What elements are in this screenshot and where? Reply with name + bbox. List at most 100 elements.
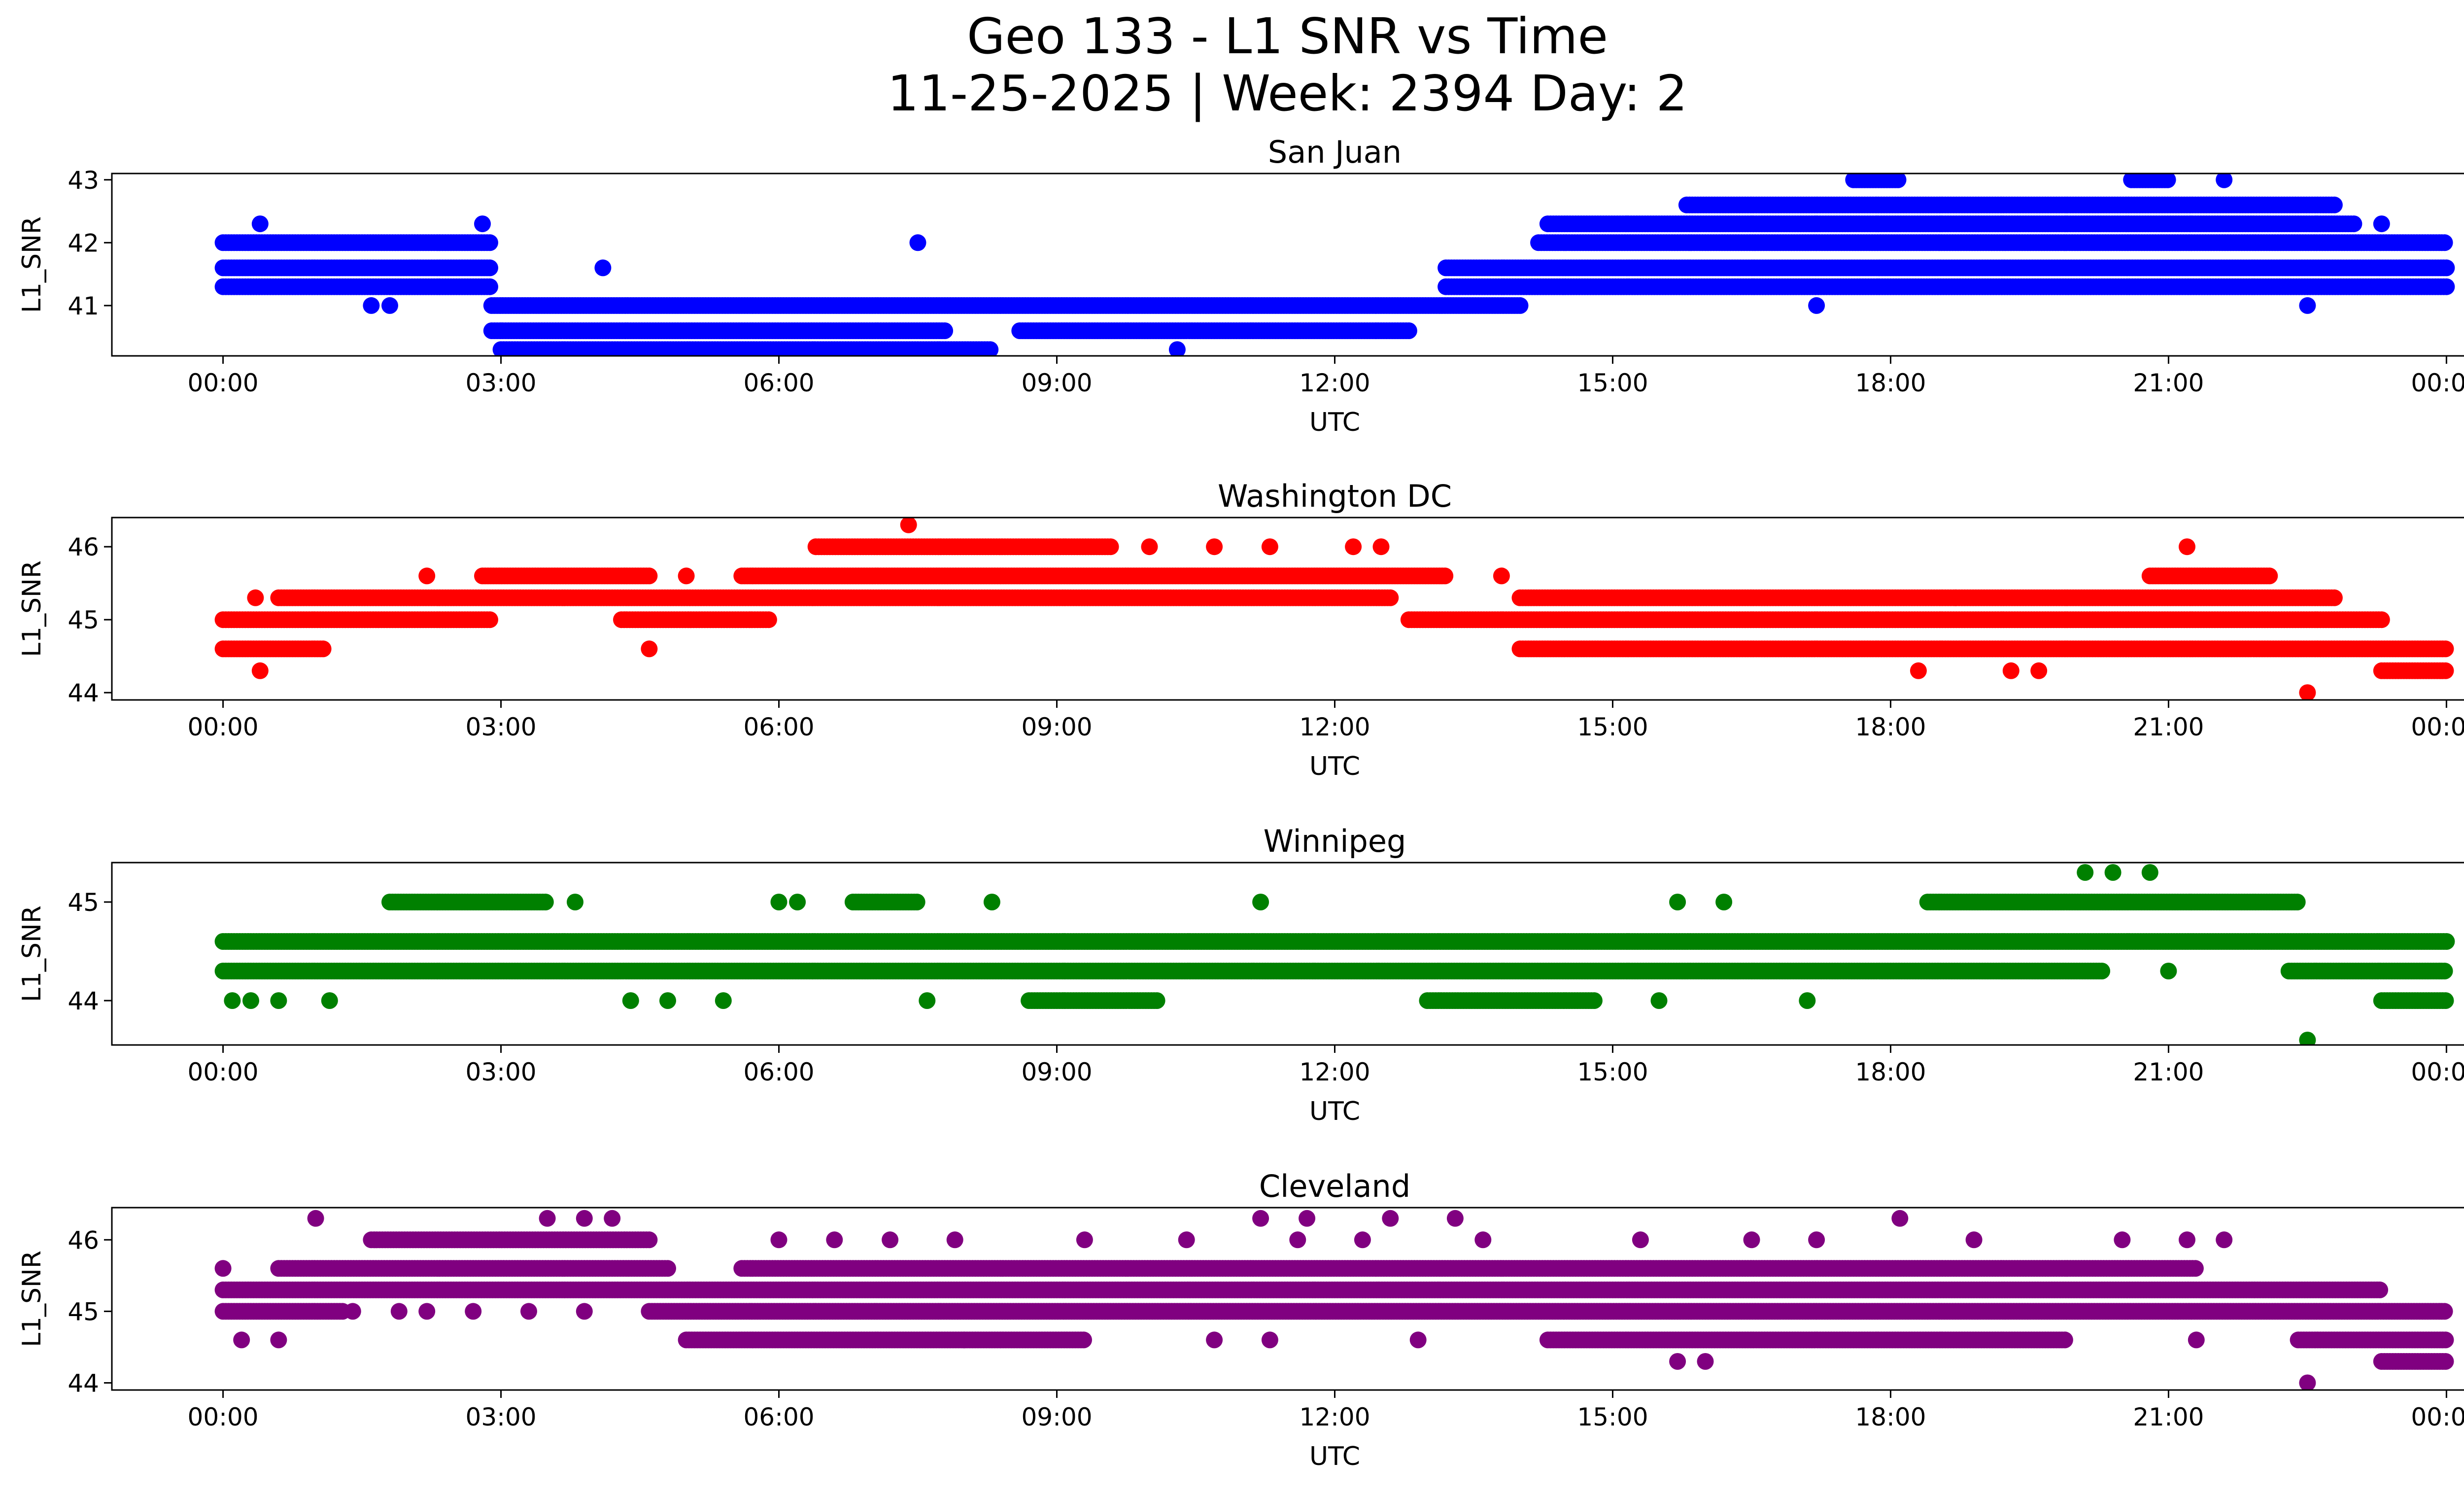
data-point <box>2437 640 2454 658</box>
subplot-washington-dc: Washington DC 00:00 03:00 06:00 09:00 12:00 15… <box>17 478 2464 781</box>
data-point <box>1511 297 1529 314</box>
x-tick-label: 18:00 <box>1855 369 1926 397</box>
data-point <box>936 322 954 339</box>
level-san-juan-4 <box>483 322 1417 339</box>
data-point-outlier <box>2299 297 2316 314</box>
data-point-outlier <box>2299 684 2316 700</box>
data-point-outlier <box>251 215 269 233</box>
figure-title-line2: 11-25-2025 | Week: 2394 Day: 2 <box>887 65 1688 122</box>
data-point <box>2261 567 2278 585</box>
data-point <box>641 567 658 585</box>
data-point <box>760 611 777 628</box>
figure-title-line1: Geo 133 - L1 SNR vs Time <box>967 7 1608 65</box>
x-tick-label: 06:00 <box>743 713 814 741</box>
x-tick-label: 00:00 <box>188 713 259 741</box>
points-san-juan <box>214 174 2455 356</box>
data-point-outlier <box>381 297 398 314</box>
x-tick-label: 15:00 <box>1577 369 1648 397</box>
data-point-outlier <box>594 259 612 277</box>
x-tick-label: 00:00 <box>188 369 259 397</box>
level-san-juan-8 <box>1845 174 2176 188</box>
data-point <box>2345 215 2362 233</box>
data-point-outlier <box>1493 567 1510 585</box>
data-point-outlier <box>909 234 926 251</box>
data-point-outlier <box>1808 297 1825 314</box>
x-tick-label: 12:00 <box>1299 713 1370 741</box>
data-point-outlier <box>1141 538 1158 556</box>
data-point-outlier <box>251 662 269 679</box>
x-tick-label: 15:00 <box>1577 713 1648 741</box>
y-axis-label-washington-dc: L1_SNR <box>17 560 47 657</box>
x-tick-label: 09:00 <box>1021 369 1092 397</box>
level-washington-dc-4 <box>807 538 1119 556</box>
points-winnipeg <box>214 864 2455 1045</box>
data-point <box>2159 174 2176 188</box>
x-tick-label: 00:00 <box>2411 713 2464 741</box>
y-tick-label: 46 <box>68 533 99 561</box>
data-point <box>2437 662 2454 679</box>
level-san-juan-6 <box>1539 215 2362 233</box>
y-tick-label: 43 <box>68 166 99 195</box>
x-tick-label: 12:00 <box>1299 369 1370 397</box>
x-tick-label: 03:00 <box>466 369 537 397</box>
data-point <box>982 341 999 356</box>
data-point <box>1400 322 1417 339</box>
data-point-outlier <box>1168 341 1186 356</box>
data-point-outlier <box>2030 662 2048 679</box>
data-point-outlier <box>363 297 380 314</box>
data-point-outlier <box>2216 174 2233 188</box>
level-washington-dc-1 <box>214 640 2454 658</box>
points-washington-dc <box>214 518 2454 700</box>
data-point-outlier <box>1261 538 1278 556</box>
data-point <box>1382 589 1399 606</box>
subplot-title-washington-dc: Washington DC <box>1218 478 1452 514</box>
data-point-outlier <box>900 518 917 533</box>
x-tick-label: 21:00 <box>2133 713 2204 741</box>
level-san-juan-5 <box>492 341 999 356</box>
x-tick-label: 00:00 <box>2411 369 2464 397</box>
data-point-outlier <box>1345 538 1362 556</box>
x-axis-label-san-juan: UTC <box>1309 408 1360 437</box>
level-washington-dc-5 <box>2373 662 2454 679</box>
data-point-outlier <box>2002 662 2019 679</box>
axes-frame-washington-dc <box>111 517 2464 701</box>
y-tick-label: 45 <box>68 606 99 634</box>
data-point <box>2438 278 2455 295</box>
data-point <box>1437 567 1454 585</box>
data-point <box>481 278 498 295</box>
level-winnipeg-0 <box>214 933 2455 950</box>
level-san-juan-0 <box>214 278 2455 295</box>
y-tick-label: 44 <box>68 679 99 707</box>
y-axis-label-san-juan: L1_SNR <box>17 216 47 313</box>
level-washington-dc-0 <box>214 611 2390 628</box>
data-point <box>481 234 498 251</box>
level-washington-dc-2 <box>270 589 2343 606</box>
level-san-juan-7 <box>1678 196 2343 213</box>
data-point <box>481 259 498 277</box>
y-tick-label: 42 <box>68 229 99 257</box>
subplot-title-winnipeg: Winnipeg <box>1264 823 1406 859</box>
level-washington-dc-3 <box>474 567 2278 585</box>
data-point-outlier <box>1910 662 1927 679</box>
data-point-outlier <box>418 567 436 585</box>
data-point-outlier <box>1947 589 1964 606</box>
data-point-outlier <box>2179 538 2195 556</box>
x-tick-label: 03:00 <box>466 713 537 741</box>
y-tick-label: 41 <box>68 292 99 320</box>
level-san-juan-1 <box>214 259 2455 277</box>
subplot-title-san-juan: San Juan <box>1268 134 1402 170</box>
data-point-outlier <box>1206 538 1223 556</box>
data-point-outlier <box>247 589 264 606</box>
data-point <box>2438 259 2455 277</box>
data-point-outlier <box>2373 215 2390 233</box>
data-point-outlier <box>1372 538 1390 556</box>
x-tick-label: 09:00 <box>1021 713 1092 741</box>
data-point <box>1889 174 1907 188</box>
data-point-outlier <box>678 567 695 585</box>
data-point-outlier <box>641 640 658 658</box>
x-tick-label: 21:00 <box>2133 369 2204 397</box>
